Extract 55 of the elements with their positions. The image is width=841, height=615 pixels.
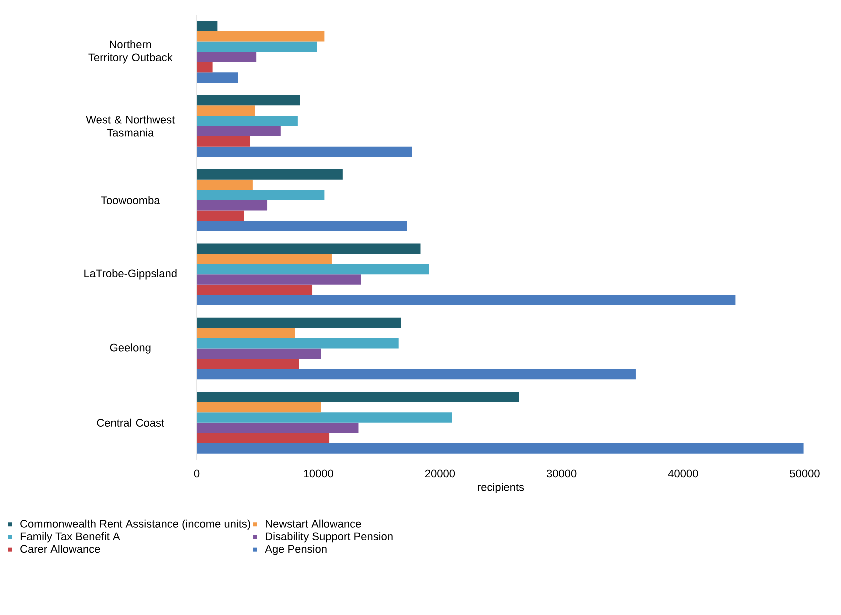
bar	[197, 146, 412, 158]
bar	[197, 264, 430, 275]
bar	[197, 170, 343, 180]
bar	[197, 444, 804, 454]
bar	[197, 31, 325, 42]
y-tick-label: LaTrobe-Gippsland	[84, 269, 177, 280]
x-tick-label: 50000	[790, 470, 820, 478]
bar	[197, 116, 298, 126]
bar	[197, 210, 244, 222]
bar	[197, 359, 300, 370]
bar	[197, 106, 256, 116]
legend-label: Family Tax Benefit A	[20, 532, 120, 543]
bar	[197, 274, 362, 285]
bar	[197, 136, 251, 147]
bar	[197, 52, 257, 62]
bar	[197, 126, 281, 137]
bar	[197, 422, 359, 434]
x-tick-label: 40000	[668, 470, 698, 478]
bar	[197, 200, 268, 211]
bar	[197, 318, 402, 328]
bar	[197, 402, 322, 413]
bar	[197, 433, 330, 444]
bar	[197, 221, 408, 232]
bar	[197, 412, 452, 423]
bar	[197, 72, 238, 83]
legend-label: Commonwealth Rent Assistance (income units)	[20, 520, 250, 530]
bar	[197, 295, 736, 306]
y-tick-label: Central Coast	[97, 418, 164, 427]
x-tick-label: 30000	[546, 470, 577, 478]
y-tick-label: Toowoomba	[101, 196, 160, 204]
bar	[197, 369, 636, 380]
bar	[197, 21, 218, 32]
bar	[197, 180, 253, 190]
x-tick-label: 0	[194, 470, 200, 478]
bar	[197, 328, 296, 338]
bar	[197, 190, 325, 200]
legend-label: Age Pension	[265, 545, 327, 556]
bar	[197, 62, 213, 73]
x-tick-label: 10000	[304, 470, 334, 478]
bar	[197, 95, 300, 106]
bar	[197, 254, 332, 264]
legend-label: Carer Allowance	[20, 545, 100, 554]
legend-label: Disability Support Pension	[266, 532, 393, 543]
bar	[197, 284, 313, 296]
bar	[197, 244, 421, 254]
bar	[197, 392, 520, 402]
y-tick-label: West & Northwest Tasmania	[86, 116, 176, 137]
x-axis-title: recipients	[478, 483, 524, 494]
x-tick-label: 20000	[425, 470, 456, 478]
y-tick-label: Northern Territory Outback	[88, 40, 173, 64]
bar	[197, 338, 399, 349]
bar	[197, 42, 318, 52]
y-tick-label: Geelong	[110, 344, 151, 354]
bar	[197, 348, 322, 360]
legend-label: Newstart Allowance	[266, 520, 362, 528]
